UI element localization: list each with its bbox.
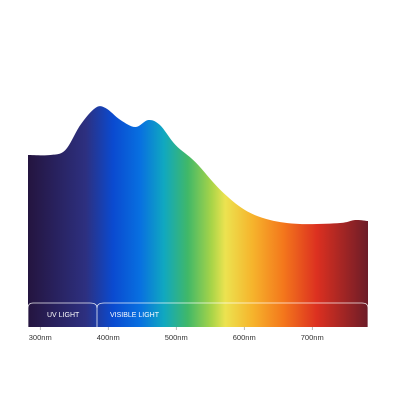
x-tick-label: 700nm: [301, 333, 324, 342]
x-tick-label: 600nm: [233, 333, 256, 342]
x-tick-label: 500nm: [165, 333, 188, 342]
band-label: VISIBLE LIGHT: [110, 312, 160, 319]
band-label: UV LIGHT: [47, 312, 80, 319]
uv-bracket: [27, 302, 98, 327]
x-tick-label: 400nm: [97, 333, 120, 342]
spectrum-area: [28, 106, 368, 327]
x-tick-label: 300nm: [29, 333, 52, 342]
plot: [28, 106, 368, 327]
visible-bracket: [96, 302, 369, 327]
